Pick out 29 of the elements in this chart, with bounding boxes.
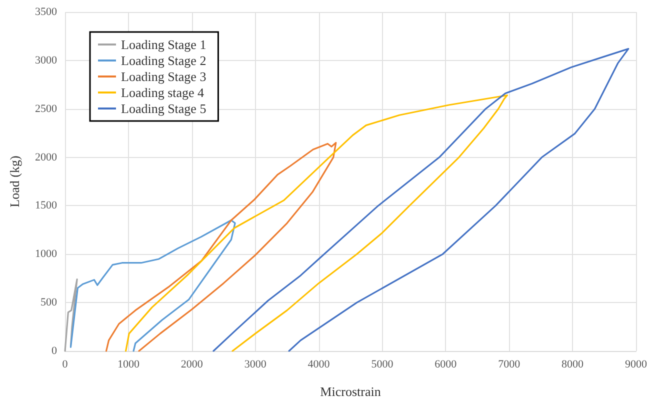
x-tick-label: 6000 [434,358,458,370]
y-tick-label: 3000 [35,54,58,66]
line-series [70,219,236,352]
line-series [64,278,78,352]
x-tick-label: 4000 [308,358,330,370]
x-tick-label: 1000 [117,358,140,370]
legend-label: Loading Stage 5 [121,101,206,116]
line-series [105,142,337,352]
y-tick-label: 500 [40,296,58,309]
x-tick-label: 8000 [562,358,584,370]
x-tick-label: 7000 [498,358,521,370]
line-series [212,48,630,352]
y-tick-label: 2000 [35,151,58,164]
y-tick-label: 2500 [35,102,58,115]
x-tick-label: 3000 [244,358,267,370]
legend-label: Loading Stage 3 [121,69,206,84]
x-tick-label: 0 [62,358,68,370]
x-tick-label: 2000 [180,358,204,370]
y-tick-label: 1000 [35,248,58,260]
y-tick-label: 1500 [35,200,58,212]
legend-label: Loading stage 4 [121,85,205,100]
x-axis-title: Microstrain [320,384,382,399]
y-tick-label: 3500 [35,6,58,18]
y-axis-title: Load (kg) [7,156,22,208]
legend-label: Loading Stage 1 [121,37,206,52]
x-tick-label: 9000 [625,358,648,370]
legend-label: Loading Stage 2 [121,53,206,68]
y-tick-label: 0 [52,345,58,357]
x-tick-label: 5000 [371,358,394,370]
